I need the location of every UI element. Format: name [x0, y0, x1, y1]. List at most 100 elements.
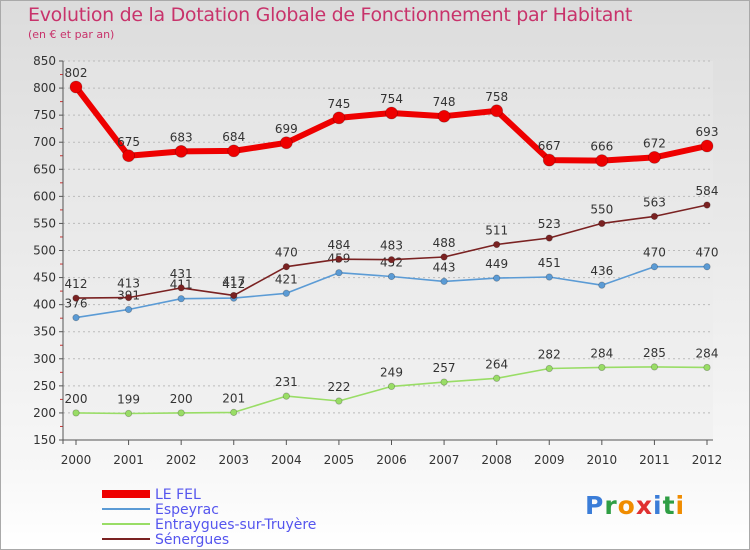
data-point — [227, 144, 241, 158]
data-point — [387, 382, 396, 390]
data-label: 201 — [222, 391, 245, 405]
legend-item: Sénergues — [102, 532, 229, 548]
data-label: 699 — [275, 122, 298, 136]
data-label: 748 — [433, 95, 456, 109]
data-point — [177, 295, 185, 303]
data-point — [545, 273, 553, 281]
logo-letter: r — [604, 491, 618, 520]
y-tick-label: 450 — [33, 271, 56, 285]
data-label: 249 — [380, 365, 403, 379]
data-point — [122, 149, 135, 163]
data-point — [703, 263, 711, 271]
data-label: 431 — [170, 267, 193, 281]
data-point — [595, 154, 609, 168]
proxiti-logo: Proxiti — [585, 491, 685, 520]
data-label: 285 — [643, 346, 666, 360]
data-label: 584 — [696, 184, 719, 198]
y-tick-label: 650 — [33, 162, 56, 176]
data-label: 470 — [275, 246, 298, 260]
data-point — [69, 80, 83, 94]
data-label: 550 — [590, 202, 613, 216]
data-point — [335, 269, 343, 277]
x-tick-label: 2002 — [166, 453, 197, 467]
data-point — [279, 136, 293, 150]
data-label: 684 — [222, 130, 245, 144]
data-point — [177, 409, 185, 417]
y-tick-label: 850 — [33, 54, 56, 68]
data-point — [387, 256, 396, 264]
data-label: 264 — [485, 357, 508, 371]
data-label: 802 — [65, 66, 88, 80]
data-point — [650, 212, 659, 220]
data-point — [650, 363, 659, 371]
logo-letter: o — [617, 491, 636, 520]
data-label: 282 — [538, 348, 561, 362]
data-label: 257 — [433, 361, 456, 375]
legend-item: LE FEL — [102, 487, 201, 503]
data-point — [282, 289, 290, 297]
data-point — [437, 109, 451, 123]
data-label: 199 — [117, 392, 140, 406]
y-tick-label: 750 — [33, 108, 56, 122]
data-label: 376 — [65, 297, 88, 311]
y-tick-label: 550 — [33, 216, 56, 230]
data-label: 470 — [643, 246, 666, 260]
x-tick-label: 2008 — [481, 453, 512, 467]
data-point — [648, 150, 661, 164]
data-point — [124, 305, 133, 314]
data-point — [72, 409, 80, 417]
logo-letter: i — [675, 491, 686, 520]
data-point — [542, 153, 556, 167]
x-tick-label: 2007 — [429, 453, 460, 467]
data-label: 284 — [696, 346, 719, 360]
y-tick-label: 600 — [33, 189, 56, 203]
data-point — [72, 294, 80, 302]
logo-letter: P — [585, 491, 605, 520]
x-tick-label: 2000 — [61, 453, 92, 467]
x-tick-label: 2011 — [639, 453, 670, 467]
data-point — [282, 392, 290, 400]
series-le-fel: 802 675 683 684 699 745 754 748 758 667 666 672 693 — [65, 66, 719, 168]
data-point — [387, 272, 396, 281]
data-point — [598, 281, 606, 289]
y-tick-label: 250 — [33, 379, 56, 393]
data-label: 284 — [590, 346, 613, 360]
data-point — [440, 378, 448, 386]
y-tick-label: 150 — [33, 433, 56, 447]
data-point — [385, 106, 398, 120]
y-tick-label: 700 — [33, 135, 56, 149]
data-point — [545, 364, 553, 373]
legend-item: Espeyrac — [102, 502, 219, 518]
y-tick-label: 800 — [33, 81, 56, 95]
data-label: 412 — [65, 277, 88, 291]
legend-item: Entraygues-sur-Truyère — [102, 517, 316, 533]
data-label: 200 — [170, 392, 193, 406]
data-point — [493, 274, 501, 282]
data-point — [650, 263, 659, 271]
data-label: 451 — [538, 256, 561, 270]
data-label: 413 — [117, 277, 140, 291]
data-label: 470 — [696, 246, 719, 260]
data-point — [177, 284, 185, 292]
x-tick-label: 2010 — [587, 453, 618, 467]
data-label: 417 — [222, 274, 245, 288]
x-tick-label: 2006 — [376, 453, 407, 467]
data-point — [598, 219, 606, 228]
data-point — [332, 111, 346, 125]
data-point — [490, 104, 504, 118]
data-point — [598, 363, 606, 372]
data-label: 222 — [327, 380, 350, 394]
data-point — [282, 263, 290, 271]
legend-label: LE FEL — [155, 487, 201, 503]
data-point — [700, 139, 714, 153]
data-point — [335, 397, 343, 405]
y-tick-label: 350 — [33, 325, 56, 339]
data-label: 667 — [538, 139, 561, 153]
y-tick-label: 400 — [33, 298, 56, 312]
chart-subtitle: (en € et par an) — [28, 28, 115, 41]
data-label: 693 — [696, 125, 719, 139]
data-point — [545, 234, 553, 242]
y-tick-label: 300 — [33, 352, 56, 366]
